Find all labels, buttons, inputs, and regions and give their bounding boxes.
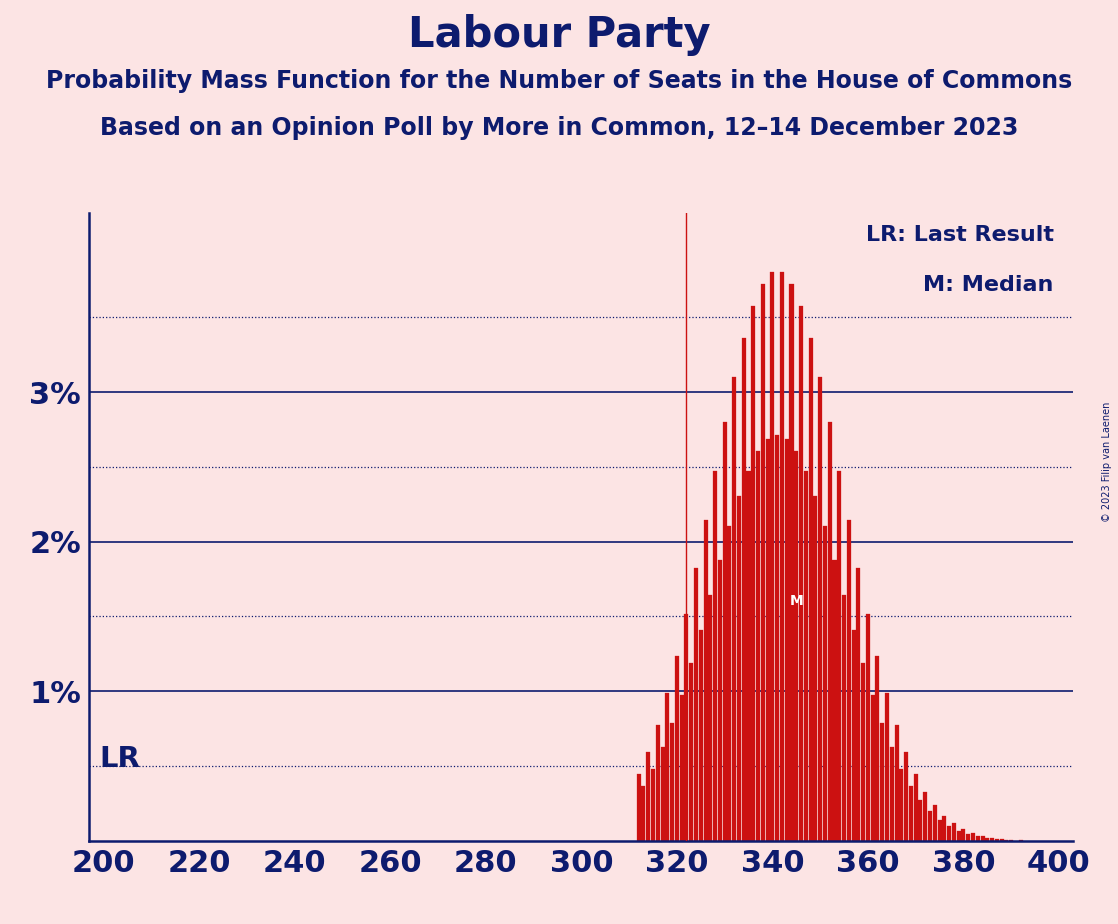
- Text: LR: Last Result: LR: Last Result: [865, 225, 1053, 245]
- Text: Labour Party: Labour Party: [408, 14, 710, 55]
- Bar: [799, 306, 803, 841]
- Bar: [770, 273, 775, 841]
- Bar: [957, 831, 960, 841]
- Bar: [1004, 840, 1008, 841]
- Bar: [709, 595, 712, 841]
- Text: M: Median: M: Median: [923, 275, 1053, 296]
- Bar: [751, 306, 756, 841]
- Bar: [766, 439, 769, 841]
- Bar: [728, 527, 731, 841]
- Bar: [991, 837, 994, 841]
- Bar: [918, 800, 922, 841]
- Bar: [775, 435, 779, 841]
- Bar: [985, 838, 989, 841]
- Bar: [794, 451, 798, 841]
- Bar: [651, 769, 655, 841]
- Bar: [928, 811, 932, 841]
- Bar: [842, 595, 846, 841]
- Bar: [865, 614, 870, 841]
- Bar: [923, 792, 927, 841]
- Bar: [823, 527, 827, 841]
- Bar: [899, 769, 903, 841]
- Text: Based on an Opinion Poll by More in Common, 12–14 December 2023: Based on an Opinion Poll by More in Comm…: [100, 116, 1018, 140]
- Bar: [694, 568, 698, 841]
- Bar: [961, 829, 966, 841]
- Bar: [875, 656, 880, 841]
- Bar: [675, 656, 679, 841]
- Bar: [756, 451, 760, 841]
- Text: LR: LR: [100, 745, 140, 772]
- Text: M: M: [789, 594, 803, 609]
- Bar: [880, 723, 884, 841]
- Bar: [808, 338, 813, 841]
- Bar: [846, 520, 851, 841]
- Bar: [976, 836, 979, 841]
- Bar: [680, 695, 684, 841]
- Bar: [818, 377, 822, 841]
- Bar: [995, 839, 998, 841]
- Text: Probability Mass Function for the Number of Seats in the House of Commons: Probability Mass Function for the Number…: [46, 69, 1072, 93]
- Bar: [966, 834, 970, 841]
- Bar: [670, 723, 674, 841]
- Bar: [713, 470, 717, 841]
- Bar: [833, 560, 836, 841]
- Bar: [980, 835, 985, 841]
- Bar: [722, 422, 727, 841]
- Bar: [761, 284, 765, 841]
- Bar: [852, 629, 855, 841]
- Text: © 2023 Filip van Laenen: © 2023 Filip van Laenen: [1102, 402, 1112, 522]
- Bar: [689, 663, 693, 841]
- Bar: [1010, 840, 1013, 841]
- Bar: [642, 786, 645, 841]
- Bar: [827, 422, 832, 841]
- Bar: [718, 560, 722, 841]
- Bar: [904, 752, 908, 841]
- Bar: [951, 823, 956, 841]
- Bar: [636, 774, 641, 841]
- Bar: [999, 839, 1004, 841]
- Bar: [970, 833, 975, 841]
- Bar: [661, 748, 664, 841]
- Bar: [699, 629, 703, 841]
- Bar: [913, 774, 918, 841]
- Bar: [732, 377, 737, 841]
- Bar: [780, 273, 784, 841]
- Bar: [885, 693, 889, 841]
- Bar: [837, 470, 841, 841]
- Bar: [861, 663, 865, 841]
- Bar: [703, 520, 708, 841]
- Bar: [737, 496, 741, 841]
- Bar: [894, 725, 899, 841]
- Bar: [932, 806, 937, 841]
- Bar: [646, 752, 651, 841]
- Bar: [747, 470, 750, 841]
- Bar: [665, 693, 670, 841]
- Bar: [684, 614, 689, 841]
- Bar: [890, 748, 893, 841]
- Bar: [938, 820, 941, 841]
- Bar: [785, 439, 789, 841]
- Bar: [789, 284, 794, 841]
- Bar: [871, 695, 874, 841]
- Bar: [656, 725, 660, 841]
- Bar: [909, 786, 913, 841]
- Bar: [741, 338, 746, 841]
- Bar: [947, 826, 951, 841]
- Bar: [804, 470, 808, 841]
- Bar: [942, 816, 946, 841]
- Bar: [814, 496, 817, 841]
- Bar: [856, 568, 861, 841]
